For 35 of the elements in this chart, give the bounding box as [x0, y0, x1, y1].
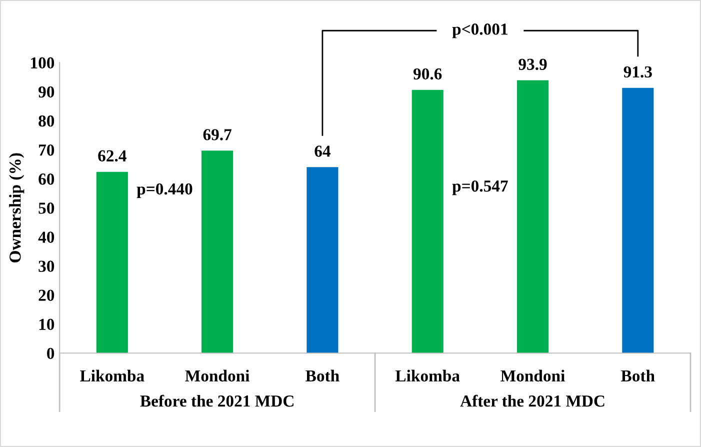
y-tick-label: 10 — [39, 318, 54, 330]
text: Before the 2021 MDC — [140, 394, 294, 407]
y-tick-label: 90 — [38, 86, 54, 98]
annotation: p=0.547 — [452, 180, 508, 196]
data-label: 62.4 — [98, 150, 126, 162]
bar — [516, 80, 549, 354]
bar — [202, 150, 234, 354]
x-tick-label: Mondoni — [500, 370, 565, 382]
y-tick-label: 20 — [38, 290, 54, 301]
data-label: 91.3 — [624, 66, 652, 78]
y-tick-label: 70 — [39, 144, 54, 156]
x-tick-label: Both — [306, 370, 340, 382]
bar — [306, 167, 338, 354]
text: p<0.001 — [452, 24, 508, 38]
data-label: 93.9 — [518, 58, 547, 70]
x-tick-label: Likomba — [80, 370, 144, 382]
bar — [412, 90, 444, 354]
bar — [622, 88, 654, 354]
x-tick-label: Both — [621, 370, 655, 382]
y-tick-label: 60 — [38, 174, 54, 185]
text: After the 2021 MDC — [460, 394, 604, 407]
bar — [96, 172, 128, 354]
y-tick-label: 40 — [38, 232, 54, 243]
data-label: 90.6 — [413, 68, 442, 80]
x-tick-label: Likomba — [395, 370, 460, 382]
y-tick-label: 50 — [38, 202, 54, 214]
x-tick-label: Mondoni — [185, 370, 250, 382]
annotation: p=0.440 — [136, 183, 192, 198]
y-tick-label: 100 — [31, 57, 54, 69]
y-tick-label: 80 — [38, 115, 54, 127]
data-label: 69.7 — [203, 129, 232, 140]
data-label: 64 — [314, 146, 330, 157]
y-tick-label: 30 — [38, 260, 54, 272]
y-axis-title: Ownership (%) — [9, 153, 24, 262]
y-tick-label: 0 — [47, 348, 54, 360]
